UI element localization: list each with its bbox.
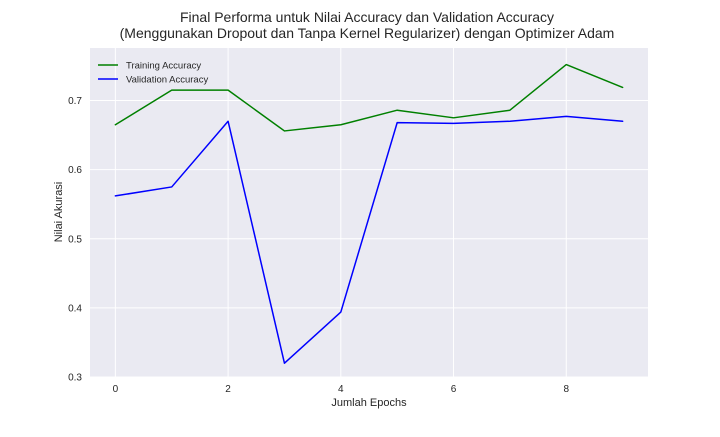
y-tick-label: 0.4 [68,303,82,314]
x-tick-label: 6 [451,384,457,395]
x-tick-label: 4 [338,384,344,395]
y-tick-label: 0.3 [68,373,82,384]
x-tick-label: 0 [113,384,119,395]
y-tick-label: 0.5 [68,234,82,245]
y-tick-label: 0.6 [68,165,82,176]
x-axis-label: Jumlah Epochs [331,397,407,409]
x-tick-label: 8 [563,384,569,395]
series-lines [114,63,624,364]
chart-title-line-1: Final Performa untuk Nilai Accuracy dan … [180,9,554,25]
series-line-training-accuracy [114,63,624,132]
y-tick-label: 0.7 [68,96,82,107]
plot-area [90,48,648,377]
chart-title-line-2: (Menggunakan Dropout dan Tanpa Kernel Re… [120,25,615,41]
series-line-validation-accuracy [114,115,624,364]
tick-labels: 0 2 4 6 8 0.3 0.4 0.5 0.6 0.7 [68,96,569,395]
x-tick-label: 2 [225,384,231,395]
y-axis-label: Nilai Akurasi [53,182,65,243]
grid-lines [90,48,648,378]
legend-label: Training Accuracy [126,61,201,72]
legend-label: Validation Accuracy [126,75,208,86]
legend: Training Accuracy Validation Accuracy [98,61,208,86]
